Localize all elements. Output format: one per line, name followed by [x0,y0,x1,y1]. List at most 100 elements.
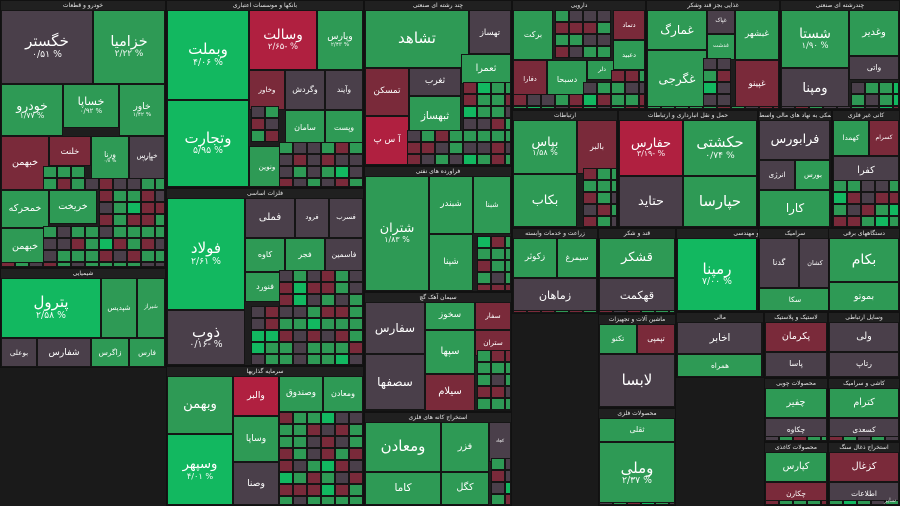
minor-stock-tile[interactable] [293,424,307,436]
minor-stock-tile[interactable] [265,318,279,330]
minor-stock-tile[interactable] [43,238,57,250]
minor-stock-tile[interactable] [265,342,279,354]
stock-tile[interactable]: کترام [829,388,899,418]
minor-stock-tile[interactable] [155,214,165,226]
minor-stock-tile[interactable] [335,472,349,484]
minor-stock-tile[interactable] [611,70,625,82]
minor-stock-tile[interactable] [421,142,435,154]
stock-tile[interactable]: بپاس ۱/۵۸ % [513,120,577,174]
minor-stock-tile[interactable] [851,106,865,109]
stock-tile[interactable]: تکنو [599,324,637,354]
minor-stock-tile[interactable] [307,460,321,472]
stock-tile[interactable]: غگرجی [647,50,707,109]
minor-stock-tile[interactable] [833,204,847,216]
minor-stock-tile[interactable] [321,472,335,484]
stock-tile[interactable]: خپارس ۰/۶ % [129,136,165,180]
minor-stock-tile[interactable] [279,484,293,496]
minor-stock-tile[interactable] [505,494,511,505]
minor-stock-tile[interactable] [477,236,491,248]
minor-stock-tile[interactable] [293,484,307,496]
stock-tile[interactable]: آ س پ [365,116,409,165]
minor-stock-tile[interactable] [127,262,141,267]
minor-stock-tile[interactable] [99,202,113,214]
minor-stock-tile[interactable] [293,472,307,484]
minor-stock-tile[interactable] [349,318,363,330]
minor-stock-tile[interactable] [321,460,335,472]
stock-tile[interactable]: زکوثر [513,238,557,278]
minor-stock-tile[interactable] [761,370,763,377]
stock-tile[interactable]: وپست [325,110,363,146]
minor-stock-tile[interactable] [865,82,879,94]
minor-stock-tile[interactable] [349,460,363,472]
minor-stock-tile[interactable] [843,500,857,505]
minor-stock-tile[interactable] [583,310,597,313]
stock-tile[interactable]: کاما [365,472,441,505]
minor-stock-tile[interactable] [795,106,809,109]
minor-stock-tile[interactable] [717,94,731,106]
minor-stock-tile[interactable] [321,412,335,424]
stock-tile[interactable]: وخاور [249,70,285,110]
minor-stock-tile[interactable] [893,82,899,94]
minor-stock-tile[interactable] [583,82,597,94]
minor-stock-tile[interactable] [127,226,141,238]
minor-stock-tile[interactable] [765,500,779,505]
minor-stock-tile[interactable] [583,106,597,109]
minor-stock-tile[interactable] [335,178,349,187]
minor-stock-tile[interactable] [113,214,127,226]
minor-stock-tile[interactable] [807,500,821,505]
minor-stock-tile[interactable] [491,470,505,482]
minor-stock-tile[interactable] [583,180,597,192]
minor-stock-tile[interactable] [141,178,155,190]
minor-stock-tile[interactable] [821,500,827,505]
minor-stock-tile[interactable] [251,130,265,142]
minor-stock-tile[interactable] [555,34,569,46]
stock-tile[interactable]: شپدیس [101,278,137,338]
minor-stock-tile[interactable] [491,458,505,470]
minor-stock-tile[interactable] [599,310,613,313]
minor-stock-tile[interactable] [421,130,435,142]
minor-stock-tile[interactable] [597,180,611,192]
minor-stock-tile[interactable] [541,106,555,109]
stock-tile[interactable]: پکرمان [765,322,827,352]
minor-stock-tile[interactable] [597,106,611,109]
minor-stock-tile[interactable] [251,342,265,354]
minor-stock-tile[interactable] [759,310,773,311]
minor-stock-tile[interactable] [321,318,335,330]
minor-stock-tile[interactable] [829,180,831,192]
stock-tile[interactable]: گدنا [759,238,799,288]
minor-stock-tile[interactable] [527,94,541,106]
stock-tile[interactable]: دسبحا [547,60,587,100]
minor-stock-tile[interactable] [491,494,505,505]
minor-stock-tile[interactable] [611,204,617,216]
stock-tile[interactable]: کگل [441,472,489,505]
minor-stock-tile[interactable] [477,350,491,362]
minor-stock-tile[interactable] [113,226,127,238]
minor-stock-tile[interactable] [293,142,307,154]
minor-stock-tile[interactable] [477,118,491,130]
minor-stock-tile[interactable] [505,94,511,106]
stock-tile[interactable]: شتران ۱/۸۳ % [365,176,429,291]
minor-stock-tile[interactable] [717,106,731,109]
minor-stock-tile[interactable] [349,142,363,154]
minor-stock-tile[interactable] [597,10,611,22]
minor-stock-tile[interactable] [365,410,379,411]
minor-stock-tile[interactable] [477,154,491,165]
stock-tile[interactable]: حفارس ۳/۱۹- % [619,120,683,176]
minor-stock-tile[interactable] [279,306,293,318]
minor-stock-tile[interactable] [141,190,155,202]
minor-stock-tile[interactable] [847,216,861,227]
stock-tile[interactable]: سامان [285,110,325,146]
stock-tile[interactable]: خمحرکه [1,190,49,228]
minor-stock-tile[interactable] [851,82,865,94]
stock-tile[interactable]: وسالت ۲/۶۵- % [249,10,317,70]
minor-stock-tile[interactable] [597,46,611,58]
stock-tile[interactable]: غپینو [735,60,779,109]
minor-stock-tile[interactable] [477,82,491,94]
minor-stock-tile[interactable] [265,330,279,342]
minor-stock-tile[interactable] [893,94,899,106]
minor-stock-tile[interactable] [335,412,349,424]
minor-stock-tile[interactable] [293,448,307,460]
stock-tile[interactable]: حکشتی ۰/۷۴ % [683,120,757,176]
minor-stock-tile[interactable] [307,436,321,448]
minor-stock-tile[interactable] [569,10,583,22]
